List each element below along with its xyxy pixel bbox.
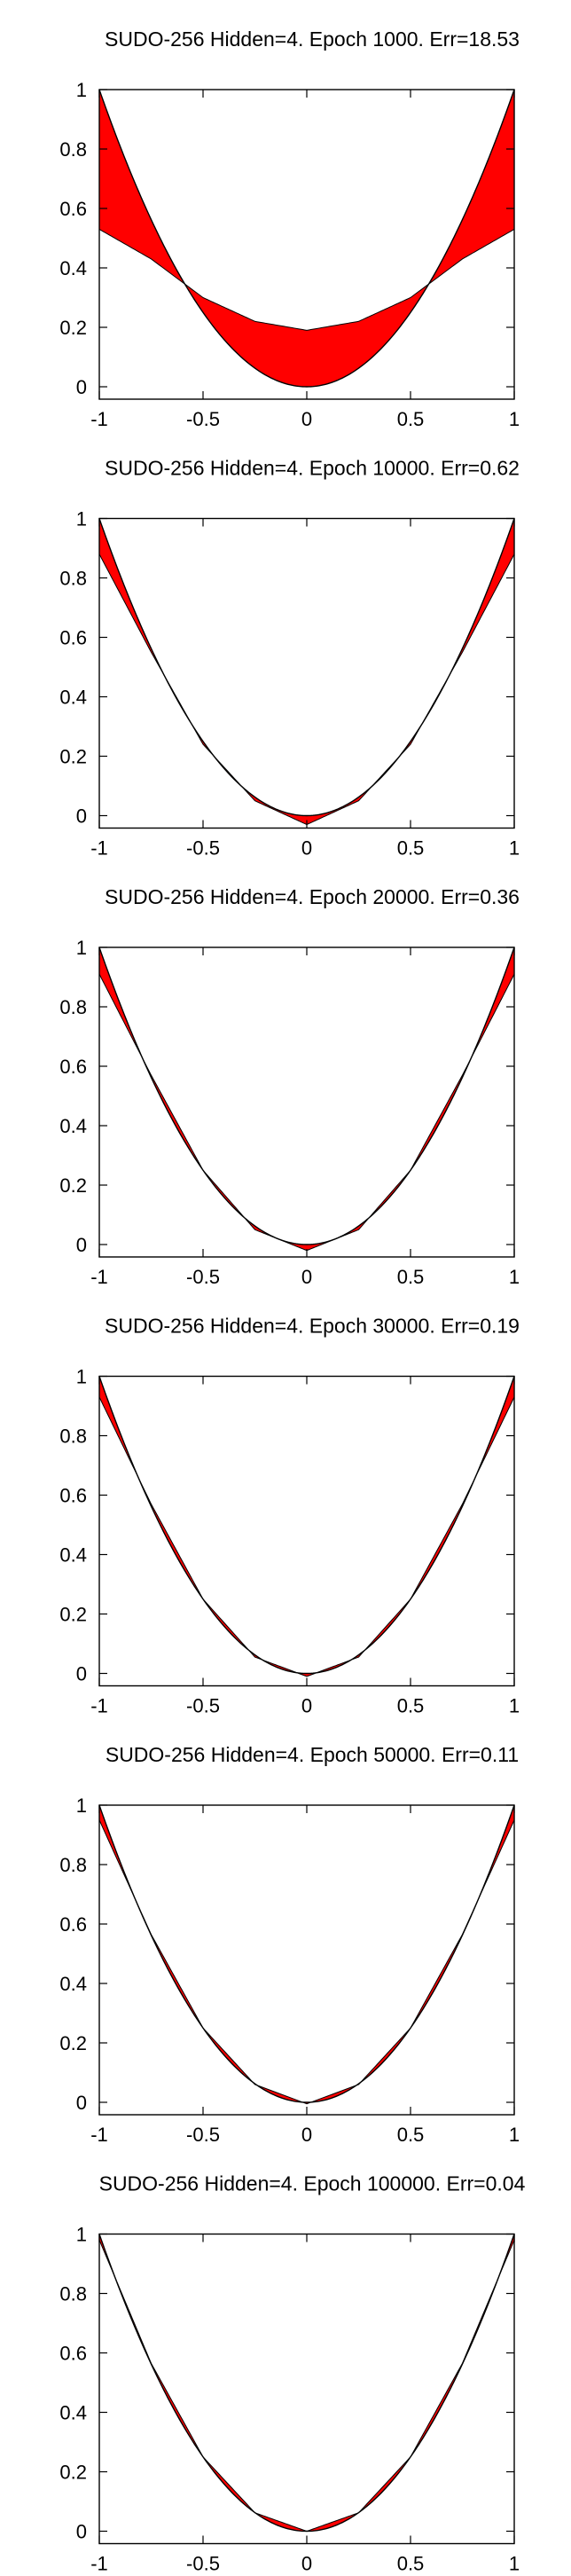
y-tick-label: 0 bbox=[76, 376, 87, 398]
y-tick-label: 0.2 bbox=[59, 1604, 87, 1626]
x-tick-label: 0 bbox=[301, 1266, 312, 1288]
chart-panel-3: SUDO-256 Hidden=4. Epoch 20000. Err=0.36… bbox=[59, 885, 520, 1288]
chart-panel-5: SUDO-256 Hidden=4. Epoch 50000. Err=0.11… bbox=[59, 1743, 520, 2146]
x-tick-label: 0 bbox=[301, 2124, 312, 2146]
x-tick-label: -0.5 bbox=[186, 408, 220, 430]
x-tick-label: 0.5 bbox=[397, 2124, 425, 2146]
network-output-line bbox=[98, 973, 515, 1252]
target-curve-line bbox=[98, 518, 515, 817]
chart-title: SUDO-256 Hidden=4. Epoch 10000. Err=0.62 bbox=[105, 457, 520, 480]
network-output-line bbox=[98, 229, 515, 331]
x-tick-label: -1 bbox=[90, 2124, 108, 2146]
chart-panel-2: SUDO-256 Hidden=4. Epoch 10000. Err=0.62… bbox=[59, 457, 520, 860]
target-curve-line bbox=[98, 1376, 515, 1675]
x-tick-label: 0 bbox=[301, 2553, 312, 2575]
x-tick-label: 1 bbox=[509, 408, 520, 430]
chart-title: SUDO-256 Hidden=4. Epoch 20000. Err=0.36 bbox=[105, 885, 520, 908]
target-curve-line bbox=[98, 1804, 515, 2103]
y-tick-label: 0.8 bbox=[59, 1425, 87, 1448]
x-tick-label: -0.5 bbox=[186, 1695, 220, 1717]
y-tick-label: 0 bbox=[76, 2092, 87, 2114]
y-tick-label: 0.2 bbox=[59, 2032, 87, 2054]
x-tick-label: 1 bbox=[509, 837, 520, 860]
y-tick-label: 0.8 bbox=[59, 996, 87, 1018]
y-tick-label: 0.4 bbox=[59, 1115, 87, 1137]
chart-title: SUDO-256 Hidden=4. Epoch 30000. Err=0.19 bbox=[105, 1315, 520, 1338]
error-fill-area bbox=[99, 1805, 514, 2104]
y-tick-label: 0.8 bbox=[59, 1854, 87, 1876]
x-tick-label: 0.5 bbox=[397, 1266, 425, 1288]
y-tick-label: 0.6 bbox=[59, 1485, 87, 1507]
x-tick-label: 0 bbox=[301, 837, 312, 860]
y-tick-label: 0.4 bbox=[59, 1973, 87, 1995]
network-output-line bbox=[98, 554, 515, 826]
plot-frame bbox=[98, 1375, 515, 1687]
plot-frame bbox=[98, 517, 515, 829]
y-tick-label: 1 bbox=[76, 1795, 87, 1817]
x-tick-label: -0.5 bbox=[186, 2124, 220, 2146]
y-tick-label: 0.6 bbox=[59, 1913, 87, 1936]
chart-panel-4: SUDO-256 Hidden=4. Epoch 30000. Err=0.19… bbox=[59, 1315, 520, 1717]
y-tick-label: 0.6 bbox=[59, 627, 87, 649]
y-tick-label: 0.4 bbox=[59, 1544, 87, 1567]
x-tick-label: -1 bbox=[90, 837, 108, 860]
x-tick-label: 1 bbox=[509, 2553, 520, 2575]
y-tick-label: 0 bbox=[76, 1234, 87, 1256]
plot-frame bbox=[98, 2233, 515, 2545]
y-tick-label: 0.6 bbox=[59, 2343, 87, 2365]
x-tick-label: -1 bbox=[90, 2553, 108, 2575]
y-tick-label: 0.4 bbox=[59, 257, 87, 279]
y-tick-label: 0.2 bbox=[59, 1174, 87, 1197]
y-tick-label: 0.4 bbox=[59, 2402, 87, 2424]
y-tick-label: 0 bbox=[76, 805, 87, 828]
x-tick-label: 0.5 bbox=[397, 1695, 425, 1717]
plot-frame bbox=[98, 946, 515, 1258]
chart-title: SUDO-256 Hidden=4. Epoch 100000. Err=0.0… bbox=[99, 2172, 526, 2195]
y-tick-label: 0.2 bbox=[59, 2462, 87, 2484]
y-tick-label: 0.8 bbox=[59, 138, 87, 161]
error-fill-area bbox=[99, 90, 514, 387]
y-tick-label: 1 bbox=[76, 79, 87, 101]
y-tick-label: 0.2 bbox=[59, 317, 87, 339]
y-tick-label: 1 bbox=[76, 937, 87, 959]
x-tick-label: -0.5 bbox=[186, 837, 220, 860]
chart-panel-1: SUDO-256 Hidden=4. Epoch 1000. Err=18.53… bbox=[59, 27, 520, 430]
y-tick-label: 0 bbox=[76, 1663, 87, 1685]
chart-panel-6: SUDO-256 Hidden=4. Epoch 100000. Err=0.0… bbox=[59, 2172, 525, 2575]
chart-title: SUDO-256 Hidden=4. Epoch 1000. Err=18.53 bbox=[105, 27, 520, 51]
x-tick-label: 0 bbox=[301, 408, 312, 430]
target-curve-line bbox=[98, 946, 515, 1245]
x-tick-label: -1 bbox=[90, 408, 108, 430]
y-tick-label: 1 bbox=[76, 508, 87, 530]
network-output-line bbox=[98, 1819, 515, 2105]
y-tick-label: 0.6 bbox=[59, 1056, 87, 1078]
x-tick-label: -1 bbox=[90, 1266, 108, 1288]
network-output-line bbox=[98, 1396, 515, 1677]
chart-title: SUDO-256 Hidden=4. Epoch 50000. Err=0.11 bbox=[106, 1743, 519, 1766]
y-tick-label: 1 bbox=[76, 1366, 87, 1388]
target-curve-line bbox=[98, 2234, 515, 2533]
x-tick-label: 1 bbox=[509, 1266, 520, 1288]
y-tick-label: 0.6 bbox=[59, 198, 87, 220]
y-tick-label: 0 bbox=[76, 2521, 87, 2543]
error-fill-area bbox=[99, 1376, 514, 1677]
x-tick-label: 1 bbox=[509, 1695, 520, 1717]
x-tick-label: 0 bbox=[301, 1695, 312, 1717]
target-curve-line bbox=[98, 89, 515, 388]
y-tick-label: 1 bbox=[76, 2224, 87, 2246]
x-tick-label: 0.5 bbox=[397, 2553, 425, 2575]
x-tick-label: -0.5 bbox=[186, 2553, 220, 2575]
x-tick-label: 0.5 bbox=[397, 837, 425, 860]
plot-frame bbox=[98, 1804, 515, 2116]
y-tick-label: 0.8 bbox=[59, 2283, 87, 2305]
x-tick-label: 0.5 bbox=[397, 408, 425, 430]
y-tick-label: 0.4 bbox=[59, 687, 87, 709]
y-tick-label: 0.8 bbox=[59, 568, 87, 590]
x-tick-label: -0.5 bbox=[186, 1266, 220, 1288]
y-tick-label: 0.2 bbox=[59, 746, 87, 768]
x-tick-label: 1 bbox=[509, 2124, 520, 2146]
x-tick-label: -1 bbox=[90, 1695, 108, 1717]
